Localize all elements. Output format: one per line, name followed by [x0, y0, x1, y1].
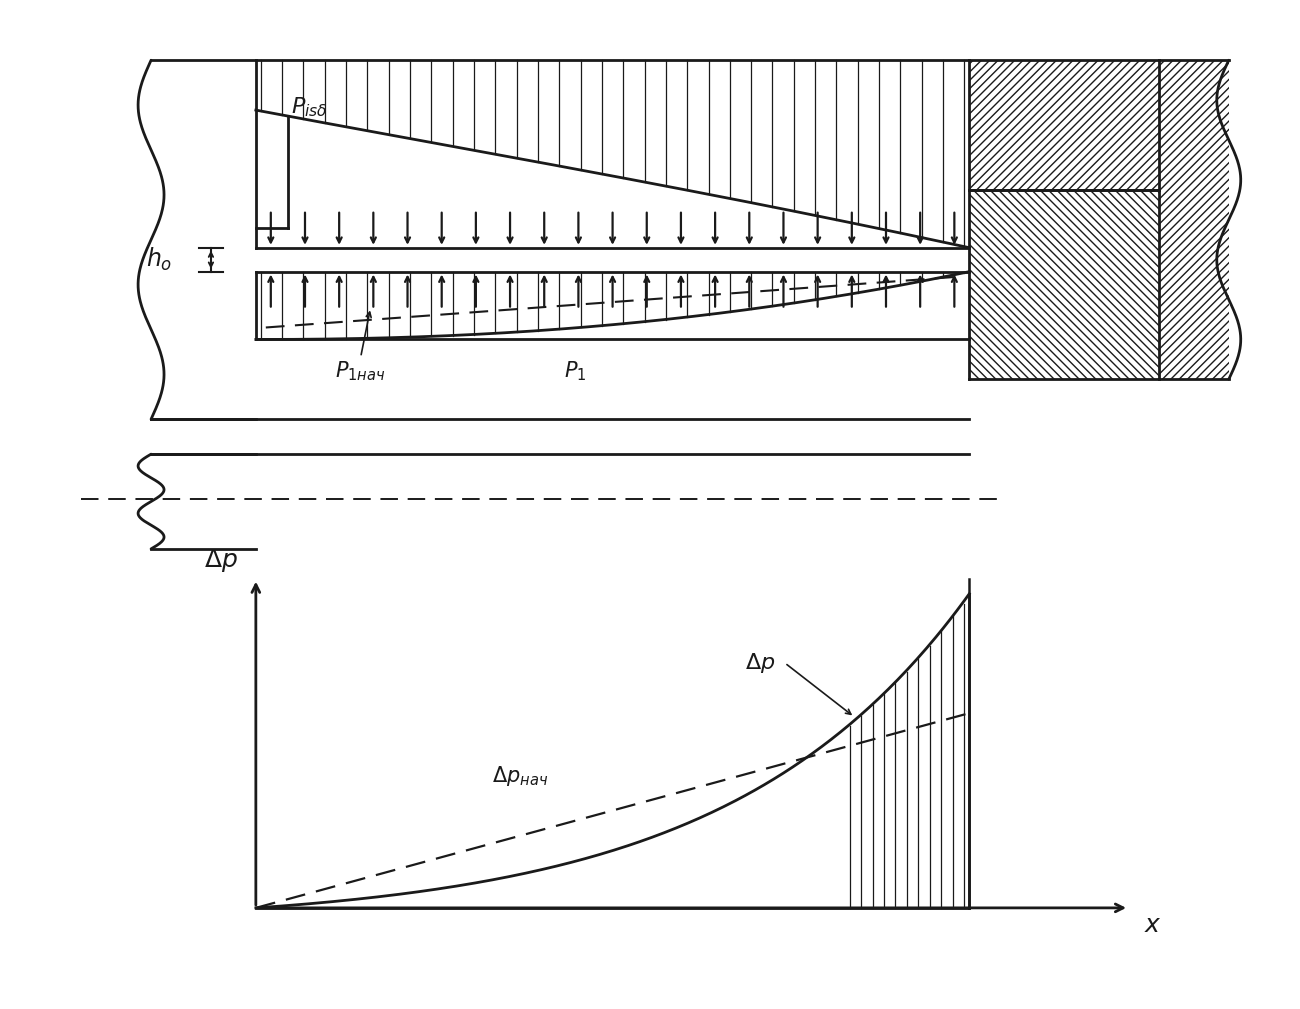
- Text: $P_{1нач}$: $P_{1нач}$: [335, 359, 386, 383]
- Bar: [1158, 61, 1228, 379]
- Text: $\Delta p_{нач}$: $\Delta p_{нач}$: [493, 764, 549, 788]
- Text: $x$: $x$: [1144, 913, 1162, 937]
- Bar: [970, 190, 1158, 379]
- Text: $h_o$: $h_o$: [146, 246, 172, 273]
- Bar: [970, 61, 1158, 190]
- Text: $\Delta p$: $\Delta p$: [204, 547, 238, 574]
- Text: $\Delta p$: $\Delta p$: [745, 651, 775, 675]
- Text: $P_1$: $P_1$: [564, 359, 586, 383]
- Text: $P_{is\delta}$: $P_{is\delta}$: [291, 95, 328, 119]
